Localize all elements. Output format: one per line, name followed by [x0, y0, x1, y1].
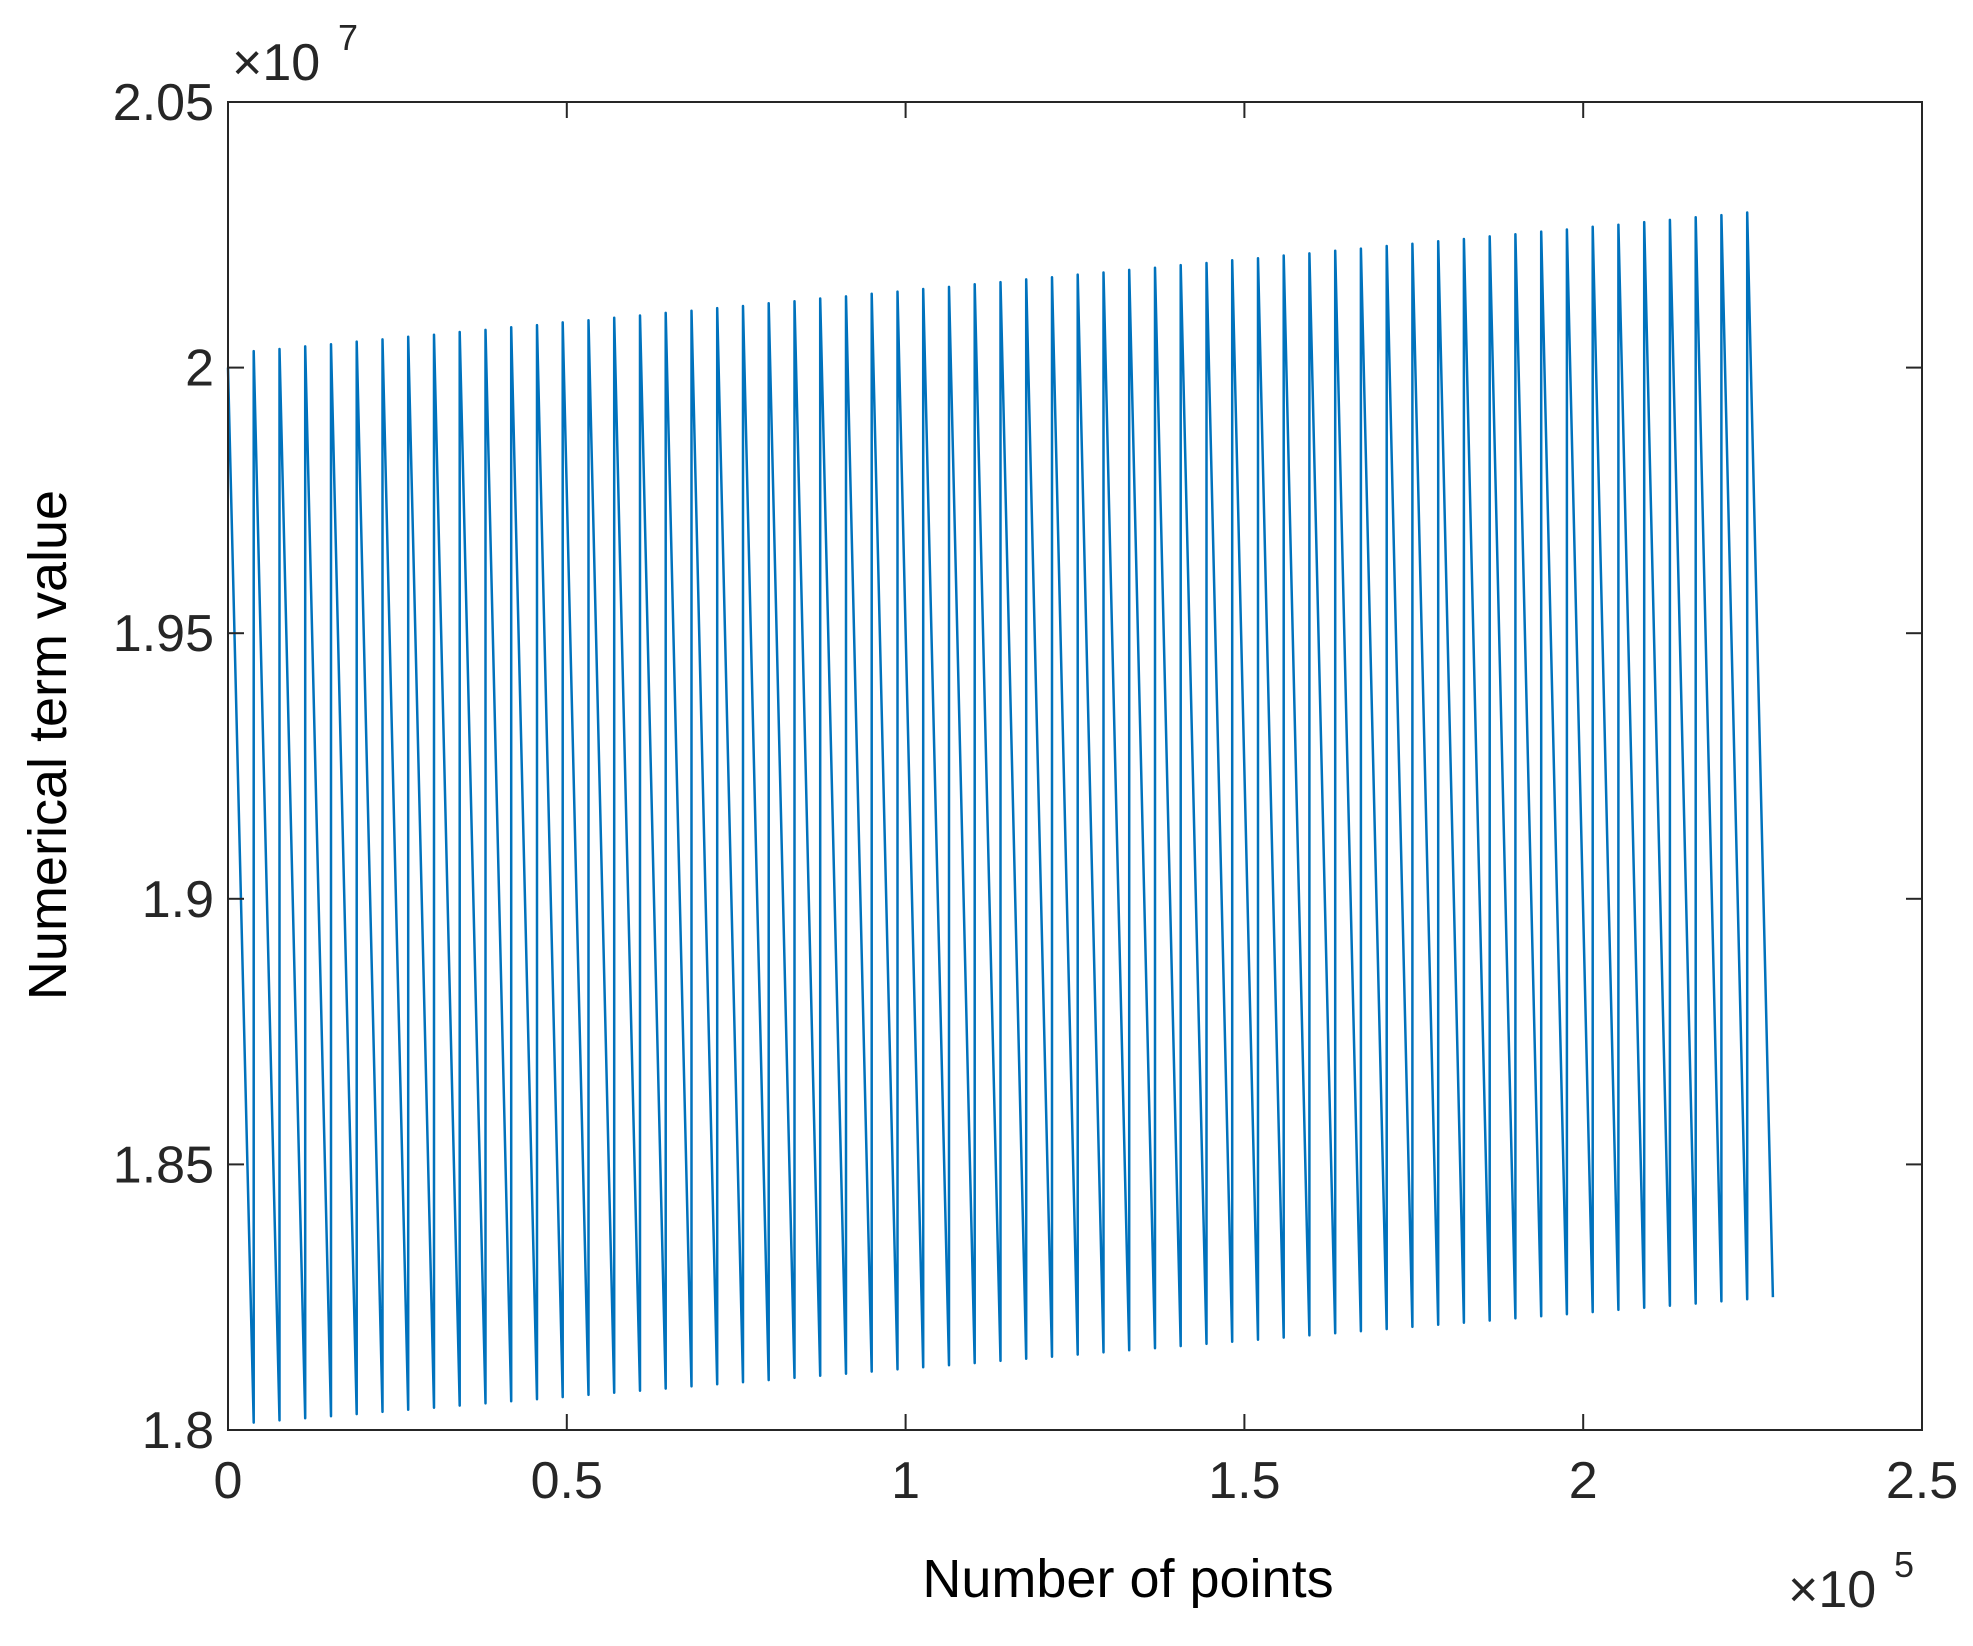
- x-axis-ticks: 0 0.5 1 1.5 2 2.5: [214, 102, 1958, 1510]
- y-tick-label: 1.95: [113, 605, 214, 663]
- x-axis-title: Number of points: [922, 1549, 1333, 1609]
- y-tick-label: 1.85: [113, 1136, 214, 1194]
- x-tick-label: 1: [891, 1452, 920, 1510]
- x-tick-label: 1.5: [1208, 1452, 1280, 1510]
- x-exponent-label: ×10 5: [1788, 1544, 1914, 1619]
- y-axis-title: Numerical term value: [18, 490, 78, 1000]
- series-layer: [226, 211, 1775, 1424]
- axes-box: [227, 101, 1923, 1431]
- y-tick-label: 2.05: [113, 74, 214, 132]
- x-tick-label: 2: [1569, 1452, 1598, 1510]
- x-exponent-text: 5: [1894, 1544, 1914, 1585]
- y-exponent-text: 7: [338, 17, 358, 58]
- series-line: [226, 211, 1775, 1424]
- x-tick-label: 2.5: [1886, 1452, 1958, 1510]
- x-tick-label: 0.5: [531, 1452, 603, 1510]
- x-multiplier-text: ×10: [1788, 1561, 1876, 1619]
- y-tick-label: 2: [185, 340, 214, 398]
- y-exponent-label: ×10 7: [232, 17, 358, 92]
- x-tick-label: 0: [214, 1452, 243, 1510]
- y-multiplier-text: ×10: [232, 34, 320, 92]
- y-tick-label: 1.9: [142, 871, 214, 929]
- y-axis-ticks: 1.8 1.85 1.9 1.95 2 2.05: [113, 74, 1922, 1460]
- y-tick-label: 1.8: [142, 1402, 214, 1460]
